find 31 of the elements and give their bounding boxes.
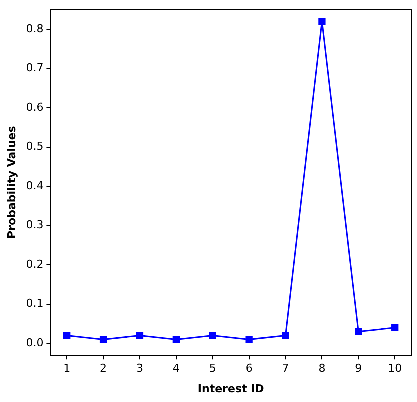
- y-tick-label: 0.1: [26, 297, 44, 310]
- point: [282, 332, 290, 340]
- y-tick-label: 0.5: [26, 140, 44, 154]
- x-tick-label: 4: [172, 362, 180, 376]
- point: [355, 328, 362, 336]
- point: [172, 336, 180, 344]
- point: [392, 324, 399, 332]
- x-tick-label: 5: [209, 362, 216, 376]
- y-tick-label: 0.7: [26, 62, 44, 75]
- x-tick-label: 10: [388, 362, 402, 376]
- y-tick-label: 0.8: [26, 22, 44, 36]
- point: [209, 332, 216, 340]
- point: [64, 332, 71, 340]
- y-tick-label: 0.4: [26, 179, 44, 192]
- point: [318, 18, 326, 26]
- point: [100, 336, 108, 344]
- point: [136, 332, 144, 340]
- y-axis-title: Probability Values: [5, 126, 18, 239]
- y-tick-label: 0.3: [26, 218, 44, 232]
- x-tick-label: 7: [282, 362, 290, 376]
- point: [246, 336, 253, 344]
- x-tick-label: 6: [246, 362, 253, 376]
- x-tick-label: 3: [136, 362, 144, 376]
- x-tick-label: 1: [64, 362, 71, 376]
- x-axis-title: Interest ID: [198, 382, 264, 396]
- y-tick-label: 0.0: [26, 336, 44, 350]
- x-tick-label: 2: [100, 362, 108, 376]
- x-tick-label: 9: [355, 362, 362, 376]
- y-tick-label: 0.2: [26, 258, 44, 271]
- x-tick-label: 8: [318, 362, 326, 376]
- y-tick-label: 0.6: [26, 100, 44, 114]
